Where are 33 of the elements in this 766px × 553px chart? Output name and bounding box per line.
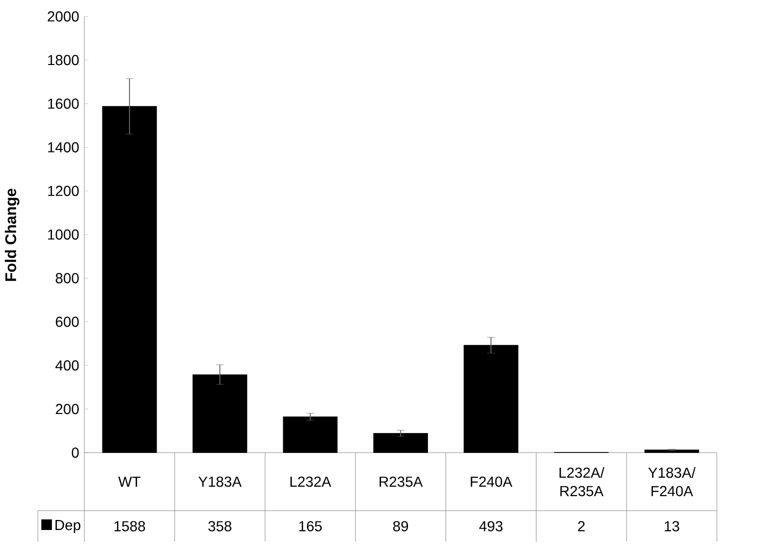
x-tick-label: Y183A [198, 476, 242, 487]
legend-label: Dep [56, 520, 80, 533]
bar [373, 432, 428, 453]
data-label: 165 [299, 520, 322, 532]
y-tick-label: 400 [55, 360, 79, 370]
y-tick-label: 1200 [48, 186, 79, 196]
bar [102, 106, 157, 453]
data-label: 493 [479, 520, 502, 532]
bar [282, 416, 338, 453]
y-tick-label: 200 [56, 404, 79, 414]
bar [644, 450, 700, 453]
y-axis-title: Fold Change [4, 188, 20, 281]
x-tick-label: R235A [380, 476, 423, 487]
data-label: 13 [664, 520, 680, 532]
y-tick-label: 1000 [48, 229, 79, 240]
bar [464, 344, 518, 453]
data-label: 89 [393, 520, 408, 532]
data-label: 358 [208, 520, 232, 532]
y-tick-label: 2000 [48, 11, 79, 22]
y-tick-label: 1600 [48, 98, 79, 109]
bar [192, 374, 248, 453]
x-tick-label: L232A/R235A [560, 467, 604, 496]
y-tick-label: 0 [72, 447, 79, 458]
y-tick-label: 1400 [48, 142, 79, 152]
x-tick-label: L232A [290, 476, 332, 487]
x-tick-label: WT [118, 476, 140, 487]
y-tick-label: 800 [56, 272, 79, 284]
y-tick-label: 1800 [48, 54, 79, 66]
y-tick-label: 600 [56, 316, 79, 327]
x-tick-label: Y183A/F240A [648, 467, 696, 496]
data-label: 1588 [114, 520, 146, 532]
x-tick-label: F240A [470, 476, 512, 487]
data-label: 2 [578, 521, 585, 532]
